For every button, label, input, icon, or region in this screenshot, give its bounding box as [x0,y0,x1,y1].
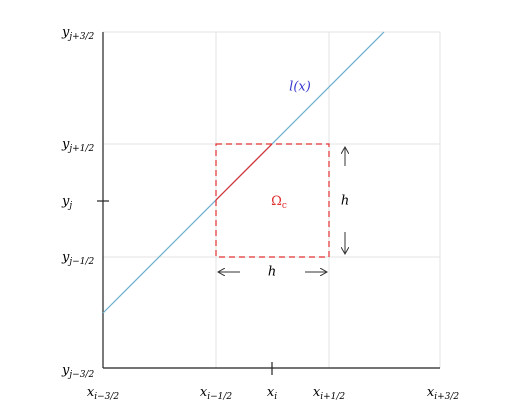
y-label-base: y [61,137,70,152]
interface-segment [215,143,273,201]
x-label: xi+3/2 [427,385,460,402]
x-label-sub: i−1/2 [207,392,232,402]
y-label: yj−1/2 [61,250,94,267]
x-label-base: x [87,385,95,400]
y-label-sub: j−3/2 [67,370,94,380]
y-label: yj [61,194,72,211]
arrows [218,147,345,272]
x-label-base: x [427,385,435,400]
y-label-sub: j [67,201,72,211]
region-label: Ωc [271,194,287,211]
y-label: yj+3/2 [61,25,94,42]
region-base: Ω [271,194,282,209]
axes [97,32,440,375]
y-label: yj+1/2 [61,137,94,154]
y-label-sub: j+1/2 [67,144,94,154]
x-label-sub: i−3/2 [94,392,119,402]
y-label-sub: j−1/2 [67,257,94,267]
x-label-sub: i+1/2 [320,392,345,402]
y-label: yj−3/2 [61,363,94,380]
x-label: xi−1/2 [200,385,233,402]
cell [215,143,330,258]
x-label-base: x [200,385,208,400]
y-label-base: y [61,25,70,40]
x-label: xi [267,385,277,402]
x-label-sub: i [274,392,277,402]
height-label: h [341,194,349,209]
y-label-base: y [61,250,70,265]
curve-label: l(x) [289,80,311,95]
x-label-sub: i+3/2 [434,392,459,402]
x-label: xi−3/2 [87,385,120,402]
x-label: xi+1/2 [313,385,346,402]
y-label-sub: j+3/2 [67,32,94,42]
y-label-base: y [61,363,70,378]
x-label-base: x [267,385,275,400]
x-label-base: x [313,385,321,400]
width-label: h [268,265,276,280]
region-sub: c [282,201,287,211]
y-label-base: y [61,194,70,209]
